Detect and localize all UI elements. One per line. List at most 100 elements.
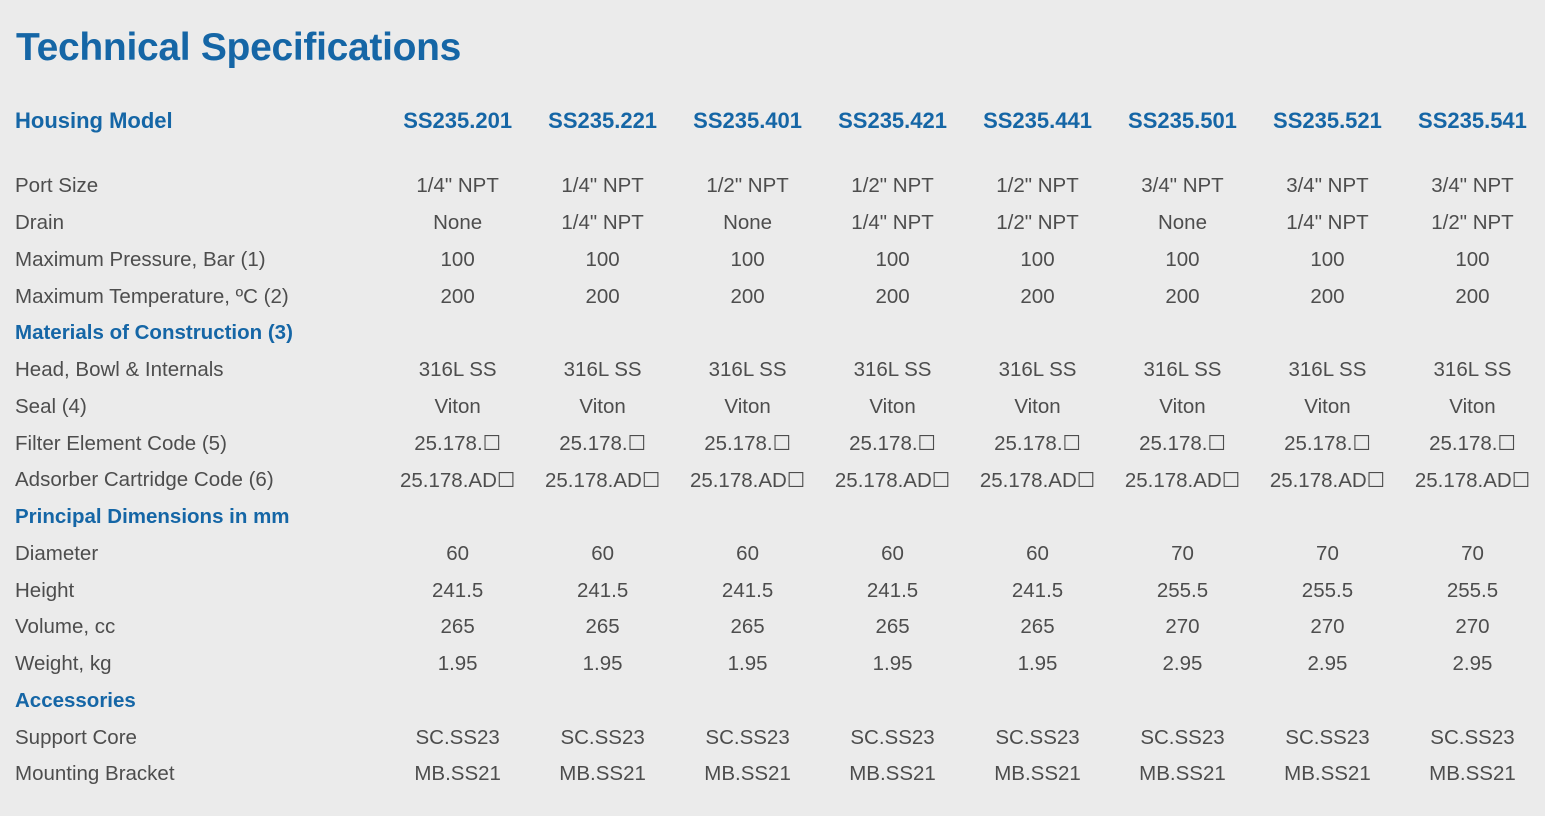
spec-value: MB.SS21 — [704, 762, 791, 786]
spec-row: Volume, cc 265 265 265 265 265 270 270 270 — [8, 609, 1545, 646]
section-heading-row: Accessories — [8, 683, 1545, 720]
spec-value: 25.178.☐ — [1429, 432, 1516, 456]
spec-value: SC.SS23 — [415, 725, 500, 749]
spec-value: 70 — [1171, 541, 1194, 565]
spec-row: Maximum Pressure, Bar (1) 100 100 100 100 100… — [8, 242, 1545, 279]
model-header: SS235.501 — [1128, 108, 1237, 133]
spec-value: SC.SS23 — [560, 725, 645, 749]
spec-value: 70 — [1316, 541, 1339, 565]
spec-label: Head, Bowl & Internals — [15, 358, 224, 382]
model-header: SS235.541 — [1418, 108, 1527, 133]
spec-row: Height 241.5 241.5 241.5 241.5 241.5 255.5 255.… — [8, 572, 1545, 609]
spec-row: Drain None 1/4" NPT None 1/4" NPT 1/2" NPT Non… — [8, 205, 1545, 242]
spec-value: MB.SS21 — [1139, 762, 1226, 786]
spec-value: 25.178.☐ — [414, 432, 502, 456]
spec-row: Seal (4) Viton Viton Viton Viton Viton Viton Vi… — [8, 389, 1545, 426]
spec-value: 241.5 — [721, 578, 774, 602]
spec-value: 200 — [1310, 284, 1345, 308]
spec-value: 1.95 — [437, 652, 478, 676]
spec-value: 100 — [730, 247, 765, 271]
spec-value: 316L SS — [998, 358, 1077, 382]
spec-label: Adsorber Cartridge Code (6) — [15, 468, 274, 492]
housing-model-label: Housing Model — [15, 108, 173, 133]
spec-value: 270 — [1165, 615, 1200, 639]
spec-value: Viton — [1159, 394, 1206, 418]
spec-value: 70 — [1461, 541, 1484, 565]
spec-value: 1/4" NPT — [416, 174, 499, 198]
spec-value: 200 — [875, 284, 910, 308]
spec-value: 200 — [1455, 284, 1490, 308]
spec-value: 100 — [1020, 247, 1055, 271]
spec-value: 25.178.AD☐ — [1269, 468, 1386, 492]
spec-value: 316L SS — [1288, 358, 1367, 382]
model-header: SS235.221 — [548, 108, 658, 133]
spec-value: 241.5 — [576, 578, 629, 602]
spec-value: 1.95 — [1017, 652, 1058, 676]
spec-label: Diameter — [15, 541, 99, 565]
spec-body: Port Size 1/4" NPT 1/4" NPT 1/2" NPT 1/2" NP… — [8, 141, 1545, 793]
spec-row: Head, Bowl & Internals 316L SS 316L SS 316L… — [8, 352, 1545, 389]
spec-value: 316L SS — [418, 358, 497, 382]
spec-value: 1/2" NPT — [851, 174, 934, 198]
spec-value: 60 — [446, 541, 470, 565]
spec-value: 2.95 — [1162, 652, 1203, 676]
spec-label: Maximum Temperature, ºC (2) — [15, 284, 289, 308]
spec-value: 100 — [875, 247, 910, 271]
spec-label: Weight, kg — [15, 652, 112, 676]
spec-value: 1.95 — [582, 652, 623, 676]
spec-value: 316L SS — [563, 358, 642, 382]
section-heading: Principal Dimensions in mm — [15, 505, 290, 529]
section-heading-row: Materials of Construction (3) — [8, 315, 1545, 352]
spec-value: 25.178.AD☐ — [1124, 468, 1241, 492]
spec-value: MB.SS21 — [994, 762, 1081, 786]
spec-label: Mounting Bracket — [15, 762, 175, 786]
spec-label: Height — [15, 578, 75, 602]
spec-row: Adsorber Cartridge Code (6) 25.178.AD☐ 25.… — [8, 462, 1545, 499]
spec-value: 1/4" NPT — [561, 174, 644, 198]
spec-value: Viton — [1304, 394, 1351, 418]
spec-value: 1/2" NPT — [996, 211, 1079, 235]
spec-value: SC.SS23 — [995, 725, 1080, 749]
spacer-row — [8, 141, 1545, 168]
header-row: Housing Model SS235.201 SS235.221 SS235.… — [8, 101, 1545, 141]
spec-value: 100 — [1165, 247, 1200, 271]
spec-value: 25.178.☐ — [994, 432, 1081, 456]
spec-value: Viton — [1449, 394, 1496, 418]
spec-value: 1/2" NPT — [1431, 211, 1514, 235]
spec-value: None — [433, 211, 483, 235]
spec-value: 265 — [585, 615, 620, 639]
section-heading: Accessories — [15, 688, 136, 712]
spec-value: 1/4" NPT — [1286, 211, 1369, 235]
spec-value: SC.SS23 — [705, 725, 790, 749]
spec-table: Housing Model SS235.201 SS235.221 SS235.… — [8, 101, 1545, 793]
spec-value: Viton — [1014, 394, 1061, 418]
spec-row: Support Core SC.SS23 SC.SS23 SC.SS23 SC.SS23… — [8, 719, 1545, 756]
spec-value: 100 — [1310, 247, 1345, 271]
spec-value: 60 — [1026, 541, 1049, 565]
spec-row: Filter Element Code (5) 25.178.☐ 25.178.☐ 2… — [8, 425, 1545, 462]
spec-value: 270 — [1455, 615, 1490, 639]
spec-value: 1/2" NPT — [706, 174, 789, 198]
spec-value: 100 — [1455, 247, 1490, 271]
spec-value: SC.SS23 — [1285, 725, 1370, 749]
spec-value: 255.5 — [1301, 578, 1354, 602]
spec-value: 60 — [736, 541, 759, 565]
spec-value: SC.SS23 — [1140, 725, 1225, 749]
spec-value: 60 — [591, 541, 615, 565]
spec-value: 25.178.☐ — [1284, 432, 1371, 456]
spec-value: Viton — [869, 394, 916, 418]
spec-value: 100 — [440, 247, 475, 271]
spec-value: 2.95 — [1452, 652, 1493, 676]
spec-label: Support Core — [15, 725, 137, 749]
model-header: SS235.401 — [693, 108, 803, 133]
spec-row: Maximum Temperature, ºC (2) 200 200 200 200 2… — [8, 278, 1545, 315]
spec-value: None — [1157, 211, 1207, 235]
section-heading-row: Principal Dimensions in mm — [8, 499, 1545, 536]
spec-label: Filter Element Code (5) — [15, 431, 227, 455]
spec-value: 60 — [881, 541, 904, 565]
spec-value: SC.SS23 — [1430, 725, 1515, 749]
spec-value: 316L SS — [708, 358, 787, 382]
spec-value: 25.178.☐ — [849, 432, 936, 456]
spec-value: Viton — [579, 394, 626, 418]
spec-value: Viton — [434, 394, 481, 418]
